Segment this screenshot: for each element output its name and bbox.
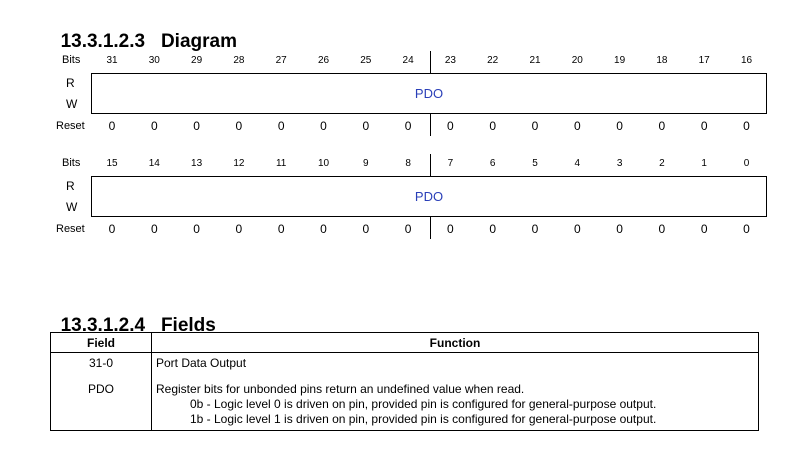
reset-value: 0: [235, 119, 243, 133]
bit-number: 13: [191, 158, 203, 169]
register-field-box: PDO: [91, 176, 767, 217]
bit-number: 9: [363, 158, 369, 169]
bit-number: 25: [360, 55, 372, 66]
bit-number: 8: [405, 158, 411, 169]
function-cell: Port Data Output: [151, 352, 759, 382]
reset-value: 0: [108, 222, 116, 236]
bit-number: 22: [487, 55, 499, 66]
reset-value: 0: [531, 222, 539, 236]
fields-heading-number: 13.3.1.2.4: [60, 315, 146, 336]
reset-value: 0: [616, 119, 623, 133]
bit-number: 28: [233, 55, 245, 66]
read-label: R: [66, 179, 75, 193]
reset-value: 0: [362, 119, 370, 133]
bit-number: 4: [574, 158, 581, 169]
bit-number: 30: [148, 55, 160, 66]
write-label: W: [66, 97, 78, 111]
reset-value: 0: [743, 222, 750, 236]
bit-number: 7: [447, 158, 454, 169]
half-divider: [430, 51, 431, 73]
bit-number: 15: [106, 158, 118, 169]
field-cell: 31-0: [50, 352, 152, 382]
write-label: W: [66, 200, 78, 214]
diagram-heading: 13.3.1.2.3 Diagram: [50, 9, 237, 53]
reset-label: Reset: [56, 120, 85, 132]
bit-number: 0: [743, 158, 750, 169]
reset-value: 0: [235, 222, 243, 236]
function-option-0b: 0b - Logic level 0 is driven on pin, pro…: [190, 397, 657, 411]
bit-number: 12: [233, 158, 245, 169]
register-field-box: PDO: [91, 73, 767, 114]
reset-value: 0: [404, 119, 412, 133]
field-cell: PDO: [50, 382, 152, 431]
bit-number: 5: [532, 158, 538, 169]
half-divider: [430, 154, 431, 176]
bit-number: 27: [275, 55, 287, 66]
fields-heading-title: Fields: [160, 315, 216, 336]
reset-value: 0: [700, 222, 708, 236]
reset-value: 0: [447, 222, 454, 236]
reset-value: 0: [150, 119, 158, 133]
header-function: Function: [151, 332, 759, 353]
reset-value: 0: [531, 119, 539, 133]
bit-number: 3: [616, 158, 623, 169]
reset-label: Reset: [56, 223, 85, 235]
function-option-1b: 1b - Logic level 1 is driven on pin, pro…: [190, 412, 657, 426]
function-cell: Register bits for unbonded pins return a…: [151, 382, 759, 431]
bit-number: 6: [489, 158, 496, 169]
bit-number: 1: [701, 158, 707, 169]
read-label: R: [66, 76, 75, 90]
fields-heading: 13.3.1.2.4 Fields: [50, 293, 216, 337]
bit-number: 24: [402, 55, 414, 66]
reset-value: 0: [193, 222, 200, 236]
bit-number: 23: [444, 55, 456, 66]
bit-number: 20: [571, 55, 583, 66]
diagram-heading-number: 13.3.1.2.3: [60, 31, 146, 52]
bit-number: 17: [698, 55, 710, 66]
bits-label: Bits: [62, 54, 81, 66]
diagram-heading-title: Diagram: [160, 31, 237, 52]
table-row: PDO Register bits for unbonded pins retu…: [50, 382, 759, 431]
reset-value: 0: [362, 222, 370, 236]
bit-number: 31: [106, 55, 118, 66]
table-row: 31-0 Port Data Output: [50, 352, 759, 382]
bit-number: 2: [659, 158, 665, 169]
reset-value: 0: [573, 222, 581, 236]
bit-number: 21: [529, 55, 541, 66]
reset-value: 0: [277, 222, 285, 236]
reset-value: 0: [658, 222, 666, 236]
reset-value: 0: [320, 222, 327, 236]
function-description: Register bits for unbonded pins return a…: [156, 382, 525, 396]
reset-value: 0: [743, 119, 750, 133]
reset-value: 0: [277, 119, 285, 133]
reset-value: 0: [404, 222, 412, 236]
bits-label: Bits: [62, 157, 81, 169]
header-field: Field: [50, 332, 152, 353]
reset-value: 0: [447, 119, 454, 133]
reset-value: 0: [658, 119, 666, 133]
bit-number: 19: [614, 55, 626, 66]
bit-number: 16: [740, 55, 753, 66]
reset-value: 0: [489, 222, 497, 236]
bit-number: 29: [191, 55, 203, 66]
reset-value: 0: [193, 119, 200, 133]
bit-number: 14: [148, 158, 160, 169]
reset-value: 0: [108, 119, 116, 133]
field-name-pdo: PDO: [414, 86, 444, 101]
reset-value: 0: [573, 119, 581, 133]
reset-value: 0: [489, 119, 497, 133]
table-header-row: Field Function: [50, 332, 759, 353]
bit-number: 18: [656, 55, 668, 66]
field-name-pdo: PDO: [414, 189, 444, 204]
bit-number: 26: [317, 55, 330, 66]
reset-value: 0: [700, 119, 708, 133]
fields-table: Field Function 31-0 Port Data Output PDO…: [50, 332, 759, 431]
reset-value: 0: [616, 222, 623, 236]
reset-value: 0: [320, 119, 327, 133]
bit-number: 11: [275, 158, 287, 169]
half-divider: [430, 217, 431, 239]
reset-value: 0: [150, 222, 158, 236]
bit-number: 10: [317, 158, 330, 169]
half-divider: [430, 114, 431, 136]
